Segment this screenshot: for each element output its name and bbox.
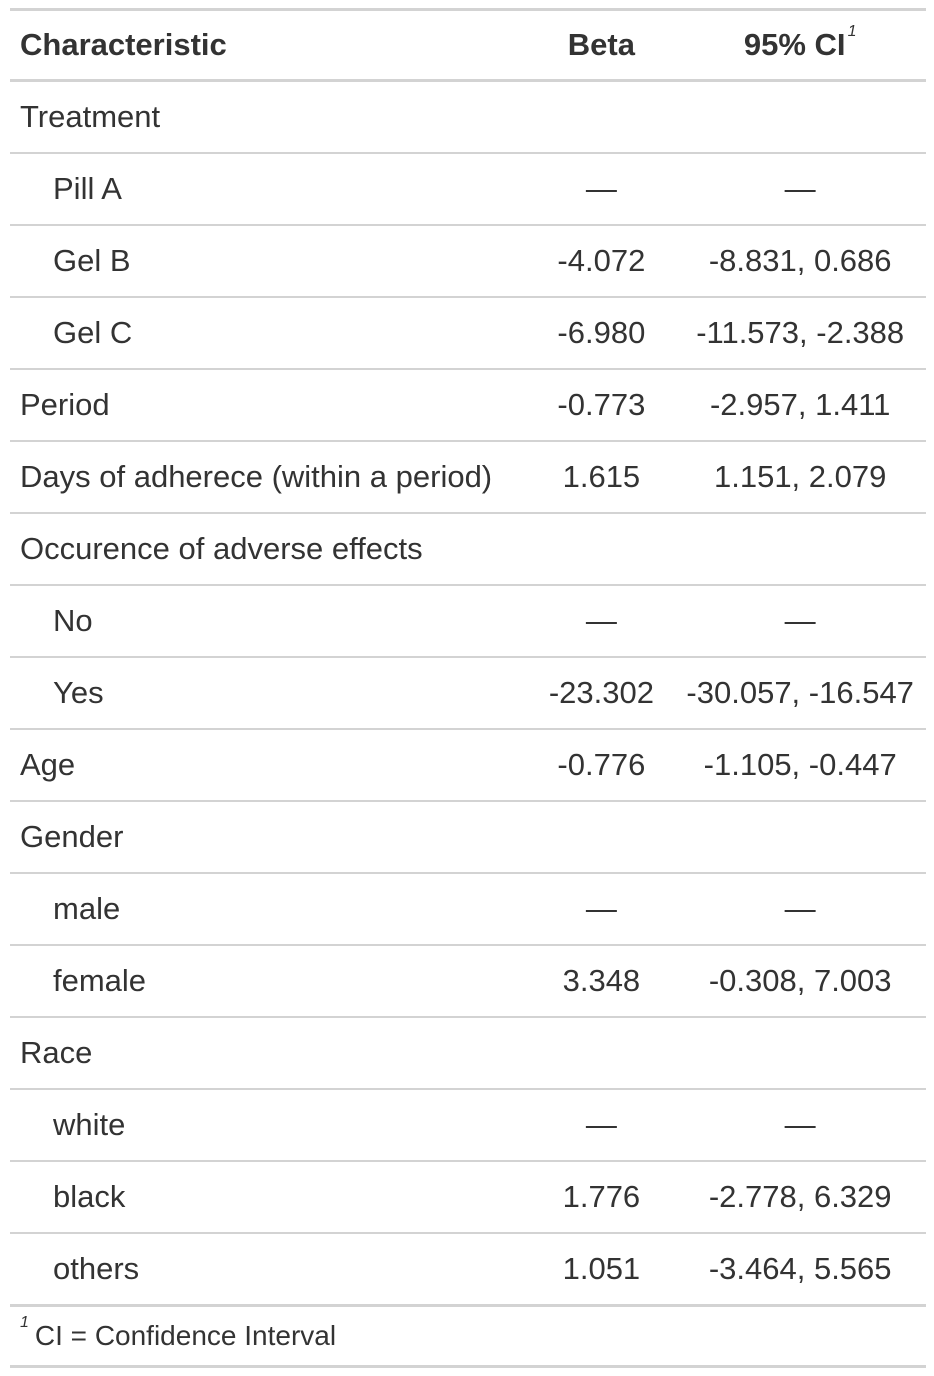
row-label: Occurence of adverse effects — [10, 513, 529, 586]
regression-table: Characteristic Beta 95% CI 1 Treatment Pil… — [10, 8, 926, 1368]
ci-value: -30.057, -16.547 — [674, 657, 926, 730]
row-label: male — [10, 873, 529, 946]
footnote-mark: 1 — [20, 1314, 29, 1331]
table-row: Age -0.776 -1.105, -0.447 — [10, 729, 926, 802]
beta-value: 1.051 — [528, 1233, 675, 1307]
beta-value: — — [528, 873, 675, 946]
table-row: Gel B -4.072 -8.831, 0.686 — [10, 225, 926, 298]
table-body: Treatment Pill A — — Gel B -4.072 -8.831, 0.68… — [10, 80, 926, 1307]
row-label: white — [10, 1089, 529, 1162]
ci-value: -3.464, 5.565 — [674, 1233, 926, 1307]
row-label: Period — [10, 369, 529, 442]
table-row: Race — [10, 1017, 926, 1090]
table-row: Gender — [10, 801, 926, 874]
row-label: others — [10, 1233, 529, 1307]
footnote-row: 1 CI = Confidence Interval — [10, 1305, 926, 1368]
ci-value — [674, 801, 926, 874]
ci-value: — — [674, 585, 926, 658]
table-row: Period -0.773 -2.957, 1.411 — [10, 369, 926, 442]
header-characteristic: Characteristic — [10, 9, 529, 82]
ci-value: -2.957, 1.411 — [674, 369, 926, 442]
beta-value: — — [528, 1089, 675, 1162]
table-row: Pill A — — — [10, 153, 926, 226]
table-row: Gel C -6.980 -11.573, -2.388 — [10, 297, 926, 370]
beta-value: — — [528, 153, 675, 226]
header-beta: Beta — [528, 9, 675, 82]
ci-value — [674, 1017, 926, 1090]
footnote-cell: 1 CI = Confidence Interval — [10, 1305, 926, 1368]
table-row: Yes -23.302 -30.057, -16.547 — [10, 657, 926, 730]
row-label: Yes — [10, 657, 529, 730]
row-label: Gel C — [10, 297, 529, 370]
ci-value: — — [674, 1089, 926, 1162]
beta-value: — — [528, 585, 675, 658]
table-row: Occurence of adverse effects — [10, 513, 926, 586]
table-row: No — — — [10, 585, 926, 658]
row-label: black — [10, 1161, 529, 1234]
table-row: white — — — [10, 1089, 926, 1162]
row-label: Race — [10, 1017, 529, 1090]
beta-value — [528, 513, 675, 586]
row-label: Days of adherece (within a period) — [10, 441, 529, 514]
ci-value: -2.778, 6.329 — [674, 1161, 926, 1234]
row-label: Gel B — [10, 225, 529, 298]
row-label: female — [10, 945, 529, 1018]
table-row: Treatment — [10, 80, 926, 154]
header-ci: 95% CI 1 — [674, 9, 926, 82]
beta-value: 3.348 — [528, 945, 675, 1018]
beta-value: 1.776 — [528, 1161, 675, 1234]
ci-value: -0.308, 7.003 — [674, 945, 926, 1018]
ci-value: -8.831, 0.686 — [674, 225, 926, 298]
table-row: black 1.776 -2.778, 6.329 — [10, 1161, 926, 1234]
beta-value: -0.773 — [528, 369, 675, 442]
beta-value: 1.615 — [528, 441, 675, 514]
footnote-marker: 1 — [847, 23, 857, 40]
ci-value: -11.573, -2.388 — [674, 297, 926, 370]
ci-value: — — [674, 873, 926, 946]
table-header: Characteristic Beta 95% CI 1 — [10, 9, 926, 82]
row-label: Pill A — [10, 153, 529, 226]
ci-value: 1.151, 2.079 — [674, 441, 926, 514]
table-row: female 3.348 -0.308, 7.003 — [10, 945, 926, 1018]
beta-value: -6.980 — [528, 297, 675, 370]
beta-value: -4.072 — [528, 225, 675, 298]
footnote-text: CI = Confidence Interval — [34, 1320, 337, 1351]
header-ci-label: 95% CI — [743, 27, 846, 62]
table-row: others 1.051 -3.464, 5.565 — [10, 1233, 926, 1307]
header-beta-label: Beta — [567, 27, 635, 62]
row-label: No — [10, 585, 529, 658]
ci-value: — — [674, 153, 926, 226]
header-row: Characteristic Beta 95% CI 1 — [10, 9, 926, 82]
beta-value — [528, 1017, 675, 1090]
beta-value: -23.302 — [528, 657, 675, 730]
beta-value — [528, 80, 675, 154]
table-row: Days of adherece (within a period) 1.615 1… — [10, 441, 926, 514]
row-label: Gender — [10, 801, 529, 874]
ci-value: -1.105, -0.447 — [674, 729, 926, 802]
table-row: male — — — [10, 873, 926, 946]
table-footer: 1 CI = Confidence Interval — [10, 1305, 926, 1368]
header-characteristic-label: Characteristic — [20, 27, 227, 62]
ci-value — [674, 80, 926, 154]
beta-value — [528, 801, 675, 874]
ci-value — [674, 513, 926, 586]
row-label: Age — [10, 729, 529, 802]
row-label: Treatment — [10, 80, 529, 154]
regression-table-container: Characteristic Beta 95% CI 1 Treatment Pil… — [10, 8, 926, 1368]
beta-value: -0.776 — [528, 729, 675, 802]
